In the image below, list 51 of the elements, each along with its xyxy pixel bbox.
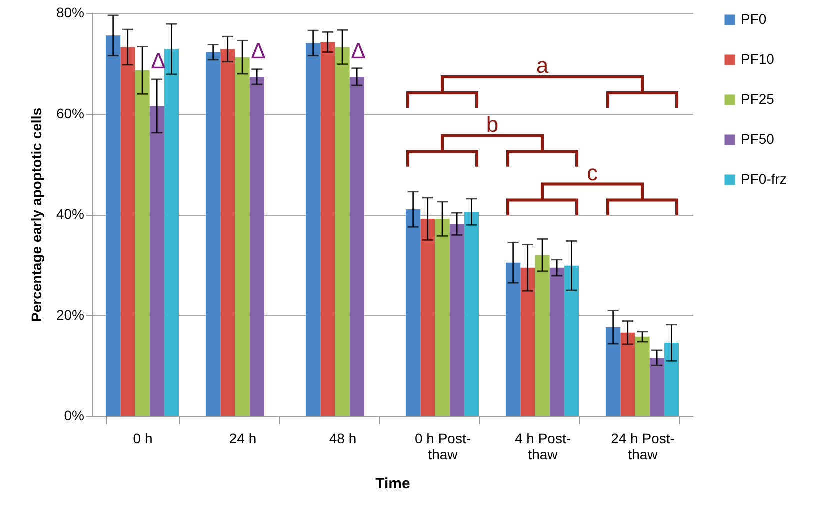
- bar: [506, 262, 521, 416]
- bar: [420, 219, 436, 416]
- bar: [635, 336, 650, 416]
- legend-label: PF10: [741, 51, 775, 67]
- x-axis-title: Time: [376, 476, 410, 492]
- bar: [406, 209, 421, 416]
- bar: [520, 268, 536, 416]
- bar: [450, 224, 464, 416]
- bar: [164, 49, 179, 416]
- bar: [335, 47, 350, 416]
- bar: [220, 49, 236, 416]
- bar: [120, 47, 136, 416]
- legend-label: PF0-frz: [741, 171, 787, 187]
- bar: [550, 268, 564, 416]
- bar: [606, 327, 621, 416]
- y-tick-label: 80%: [56, 4, 84, 20]
- annotation: c: [587, 160, 598, 186]
- bar: [135, 70, 150, 416]
- bar: [250, 76, 264, 416]
- x-tick-label: 24 h Post-thaw: [611, 430, 676, 462]
- bar: [535, 255, 550, 416]
- bar: [235, 57, 250, 416]
- y-tick-label: 60%: [56, 105, 84, 122]
- x-tick-label: 24 h: [229, 430, 257, 446]
- bar: [150, 106, 164, 416]
- x-tick-label: 48 h: [329, 430, 357, 446]
- y-tick-label: 0%: [64, 408, 84, 424]
- bar: [435, 219, 450, 416]
- x-tick-label: 0 h Post-thaw: [414, 430, 472, 462]
- bar: [106, 36, 121, 416]
- legend-label: PF50: [741, 131, 775, 147]
- bar: [650, 358, 664, 416]
- y-tick-label: 40%: [56, 206, 84, 222]
- bar: [320, 42, 336, 416]
- x-tick-label: 4 h Post-thaw: [514, 430, 572, 462]
- annotation: b: [486, 112, 499, 137]
- bar: [664, 342, 679, 416]
- bar: [306, 43, 321, 416]
- annotation: a: [536, 52, 550, 78]
- bar: [464, 212, 479, 416]
- y-axis-title: Percentage early apoptotic cells: [28, 108, 44, 322]
- x-tick-label: 0 h: [133, 430, 153, 446]
- legend-label: PF25: [741, 91, 775, 107]
- bar: [350, 76, 364, 416]
- bar: [620, 332, 636, 416]
- y-tick-label: 20%: [56, 306, 84, 323]
- bar: [206, 52, 221, 416]
- annotation: Δ: [351, 38, 366, 64]
- bar: [564, 266, 579, 416]
- legend-label: PF0: [741, 11, 767, 27]
- annotation: Δ: [251, 38, 266, 64]
